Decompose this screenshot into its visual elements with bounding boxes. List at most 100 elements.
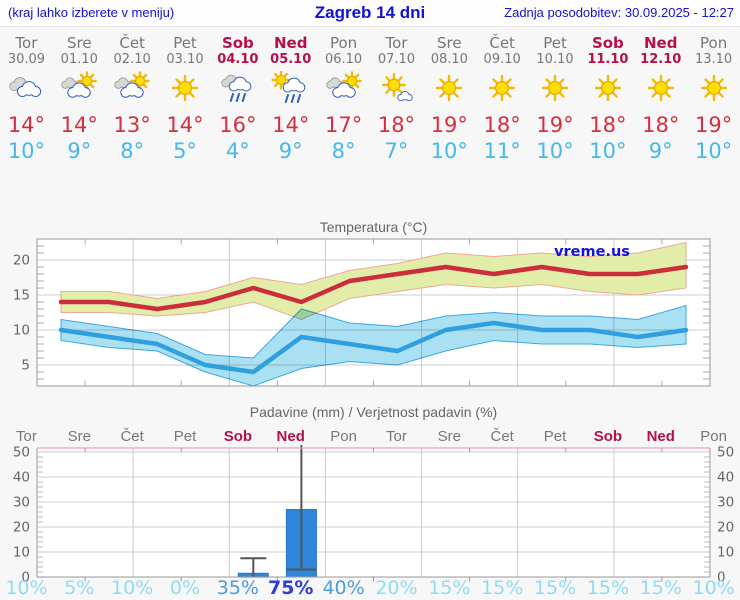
sun-glyph bbox=[341, 71, 362, 91]
sun-glyph bbox=[700, 74, 727, 102]
y-axis-label-right: 20 bbox=[717, 520, 734, 536]
precip-day-label: Tor bbox=[386, 428, 407, 445]
day-date: 12.10 bbox=[640, 52, 682, 67]
forecast-day-strip: Tor 30.09 14° 10° Sre 01.10 14° 9° Čet 0… bbox=[0, 30, 740, 164]
precip-probability: 10% bbox=[111, 577, 154, 599]
forecast-day: Pon 13.10 19° 10° bbox=[687, 30, 740, 164]
day-name: Pet bbox=[173, 34, 197, 52]
precip-probability: 10% bbox=[5, 577, 48, 599]
minor-ticks bbox=[37, 239, 710, 386]
sunny-icon bbox=[159, 70, 212, 108]
sun-glyph bbox=[488, 74, 516, 102]
precip-probability: 10% bbox=[692, 577, 735, 599]
max-temperature: 17° bbox=[324, 113, 363, 137]
max-temperature: 19° bbox=[430, 113, 468, 137]
sunny-icon bbox=[423, 70, 476, 108]
day-name: Sob bbox=[221, 34, 254, 52]
y-axis-label-left: 40 bbox=[13, 470, 30, 486]
sun-cloud-icon bbox=[53, 70, 106, 108]
precip-day-label: Pet bbox=[543, 428, 567, 445]
forecast-day: Sre 01.10 14° 9° bbox=[53, 30, 106, 164]
precip-day-label: Sre bbox=[437, 428, 461, 445]
y-axis-label-left: 50 bbox=[13, 445, 30, 461]
y-axis-label-right: 0 bbox=[717, 570, 726, 586]
min-temperature: 10° bbox=[536, 139, 574, 163]
day-date: 01.10 bbox=[60, 52, 98, 67]
precipitation-whisker bbox=[286, 445, 317, 571]
day-date: 30.09 bbox=[7, 52, 46, 67]
forecast-day: Sob 04.10 16° 4° bbox=[211, 30, 264, 164]
day-date: 13.10 bbox=[694, 52, 733, 67]
forecast-day: Tor 07.10 18° 7° bbox=[370, 30, 423, 164]
y-axis-label-right: 10 bbox=[717, 545, 734, 561]
precip-probability: 15% bbox=[639, 577, 682, 599]
temperature-chart: 5 10 15 20 Temperatura (°C) vreme.us bbox=[13, 219, 711, 387]
min-temperature: 7° bbox=[384, 139, 409, 163]
y-axis-label-right: 50 bbox=[717, 445, 734, 461]
precip-day-label: Pon bbox=[330, 428, 357, 445]
min-temperature: 9° bbox=[648, 139, 673, 163]
day-date: 04.10 bbox=[217, 52, 259, 67]
min-temperature: 8° bbox=[331, 139, 356, 163]
cloud-glyph bbox=[17, 81, 42, 98]
day-name: Sob bbox=[591, 34, 624, 52]
precip-day-labels-row: Tor Sre Čet Pet Sob Ned Pon Tor Sre Čet Pet Sob Ned P… bbox=[0, 427, 740, 446]
precip-day-label: Sob bbox=[223, 428, 253, 445]
y-axis-label: 15 bbox=[13, 288, 30, 304]
y-axis-label-left: 30 bbox=[13, 495, 30, 511]
day-date: 05.10 bbox=[270, 52, 312, 67]
forecast-day: Sob 11.10 18° 10° bbox=[581, 30, 634, 164]
page-title: Zagreb 14 dni bbox=[314, 3, 426, 22]
precip-probability: 35% bbox=[216, 577, 259, 599]
precip-day-label: Pet bbox=[173, 428, 197, 445]
sun-glyph bbox=[594, 74, 622, 102]
cloudy-icon bbox=[0, 70, 53, 108]
max-temperature: 18° bbox=[377, 113, 416, 137]
min-temperature: 10° bbox=[589, 139, 627, 163]
precip-probability: 15% bbox=[428, 577, 471, 599]
day-date: 02.10 bbox=[113, 52, 151, 67]
y-axis-label-left: 0 bbox=[21, 570, 30, 586]
y-axis-label: 20 bbox=[13, 253, 30, 269]
day-name: Ned bbox=[273, 34, 308, 52]
day-date: 08.10 bbox=[430, 52, 468, 67]
min-temperature: 9° bbox=[67, 139, 92, 163]
precip-day-label: Ned bbox=[276, 428, 305, 445]
cloud-glyph bbox=[331, 82, 356, 98]
day-name: Čet bbox=[489, 34, 515, 52]
menu-hint-text: (kraj lahko izberete v meniju) bbox=[8, 5, 175, 20]
sun-small-cloud-icon bbox=[370, 70, 423, 108]
min-temperature-line bbox=[58, 320, 689, 375]
cloud-glyph bbox=[282, 77, 306, 93]
precip-probability: 0% bbox=[169, 577, 201, 599]
max-temperature: 19° bbox=[536, 113, 574, 137]
day-date: 11.10 bbox=[587, 52, 629, 67]
forecast-day: Ned 12.10 18° 9° bbox=[634, 30, 687, 164]
forecast-day: Tor 30.09 14° 10° bbox=[0, 30, 53, 164]
day-name: Pon bbox=[700, 34, 728, 52]
plot-area bbox=[37, 448, 710, 577]
cloud-glyph bbox=[228, 76, 252, 92]
cloud-glyph bbox=[120, 82, 144, 98]
y-axis-label-left: 20 bbox=[13, 520, 30, 536]
precip-probability: 5% bbox=[64, 577, 95, 599]
last-update-text: Zadnja posodobitev: 30.09.2025 - 12:27 bbox=[504, 5, 734, 20]
max-temperature-line bbox=[58, 264, 689, 312]
max-temperature: 16° bbox=[219, 113, 257, 137]
day-name: Tor bbox=[385, 34, 408, 52]
precipitation-whisker bbox=[240, 557, 267, 577]
day-date: 07.10 bbox=[377, 52, 416, 67]
precip-probability: 15% bbox=[533, 577, 577, 599]
y-axis-label: 10 bbox=[13, 323, 30, 339]
max-temperature: 14° bbox=[7, 113, 46, 137]
day-date: 06.10 bbox=[324, 52, 363, 67]
rain-glyph bbox=[229, 93, 246, 102]
sun-glyph bbox=[382, 73, 407, 97]
day-date: 10.10 bbox=[536, 52, 574, 67]
min-temperature: 10° bbox=[7, 139, 46, 163]
sun-glyph bbox=[171, 74, 199, 102]
day-date: 03.10 bbox=[166, 52, 204, 67]
precip-day-label: Sob bbox=[593, 428, 623, 445]
vreme-us-watermark-link[interactable]: vreme.us bbox=[554, 244, 630, 260]
